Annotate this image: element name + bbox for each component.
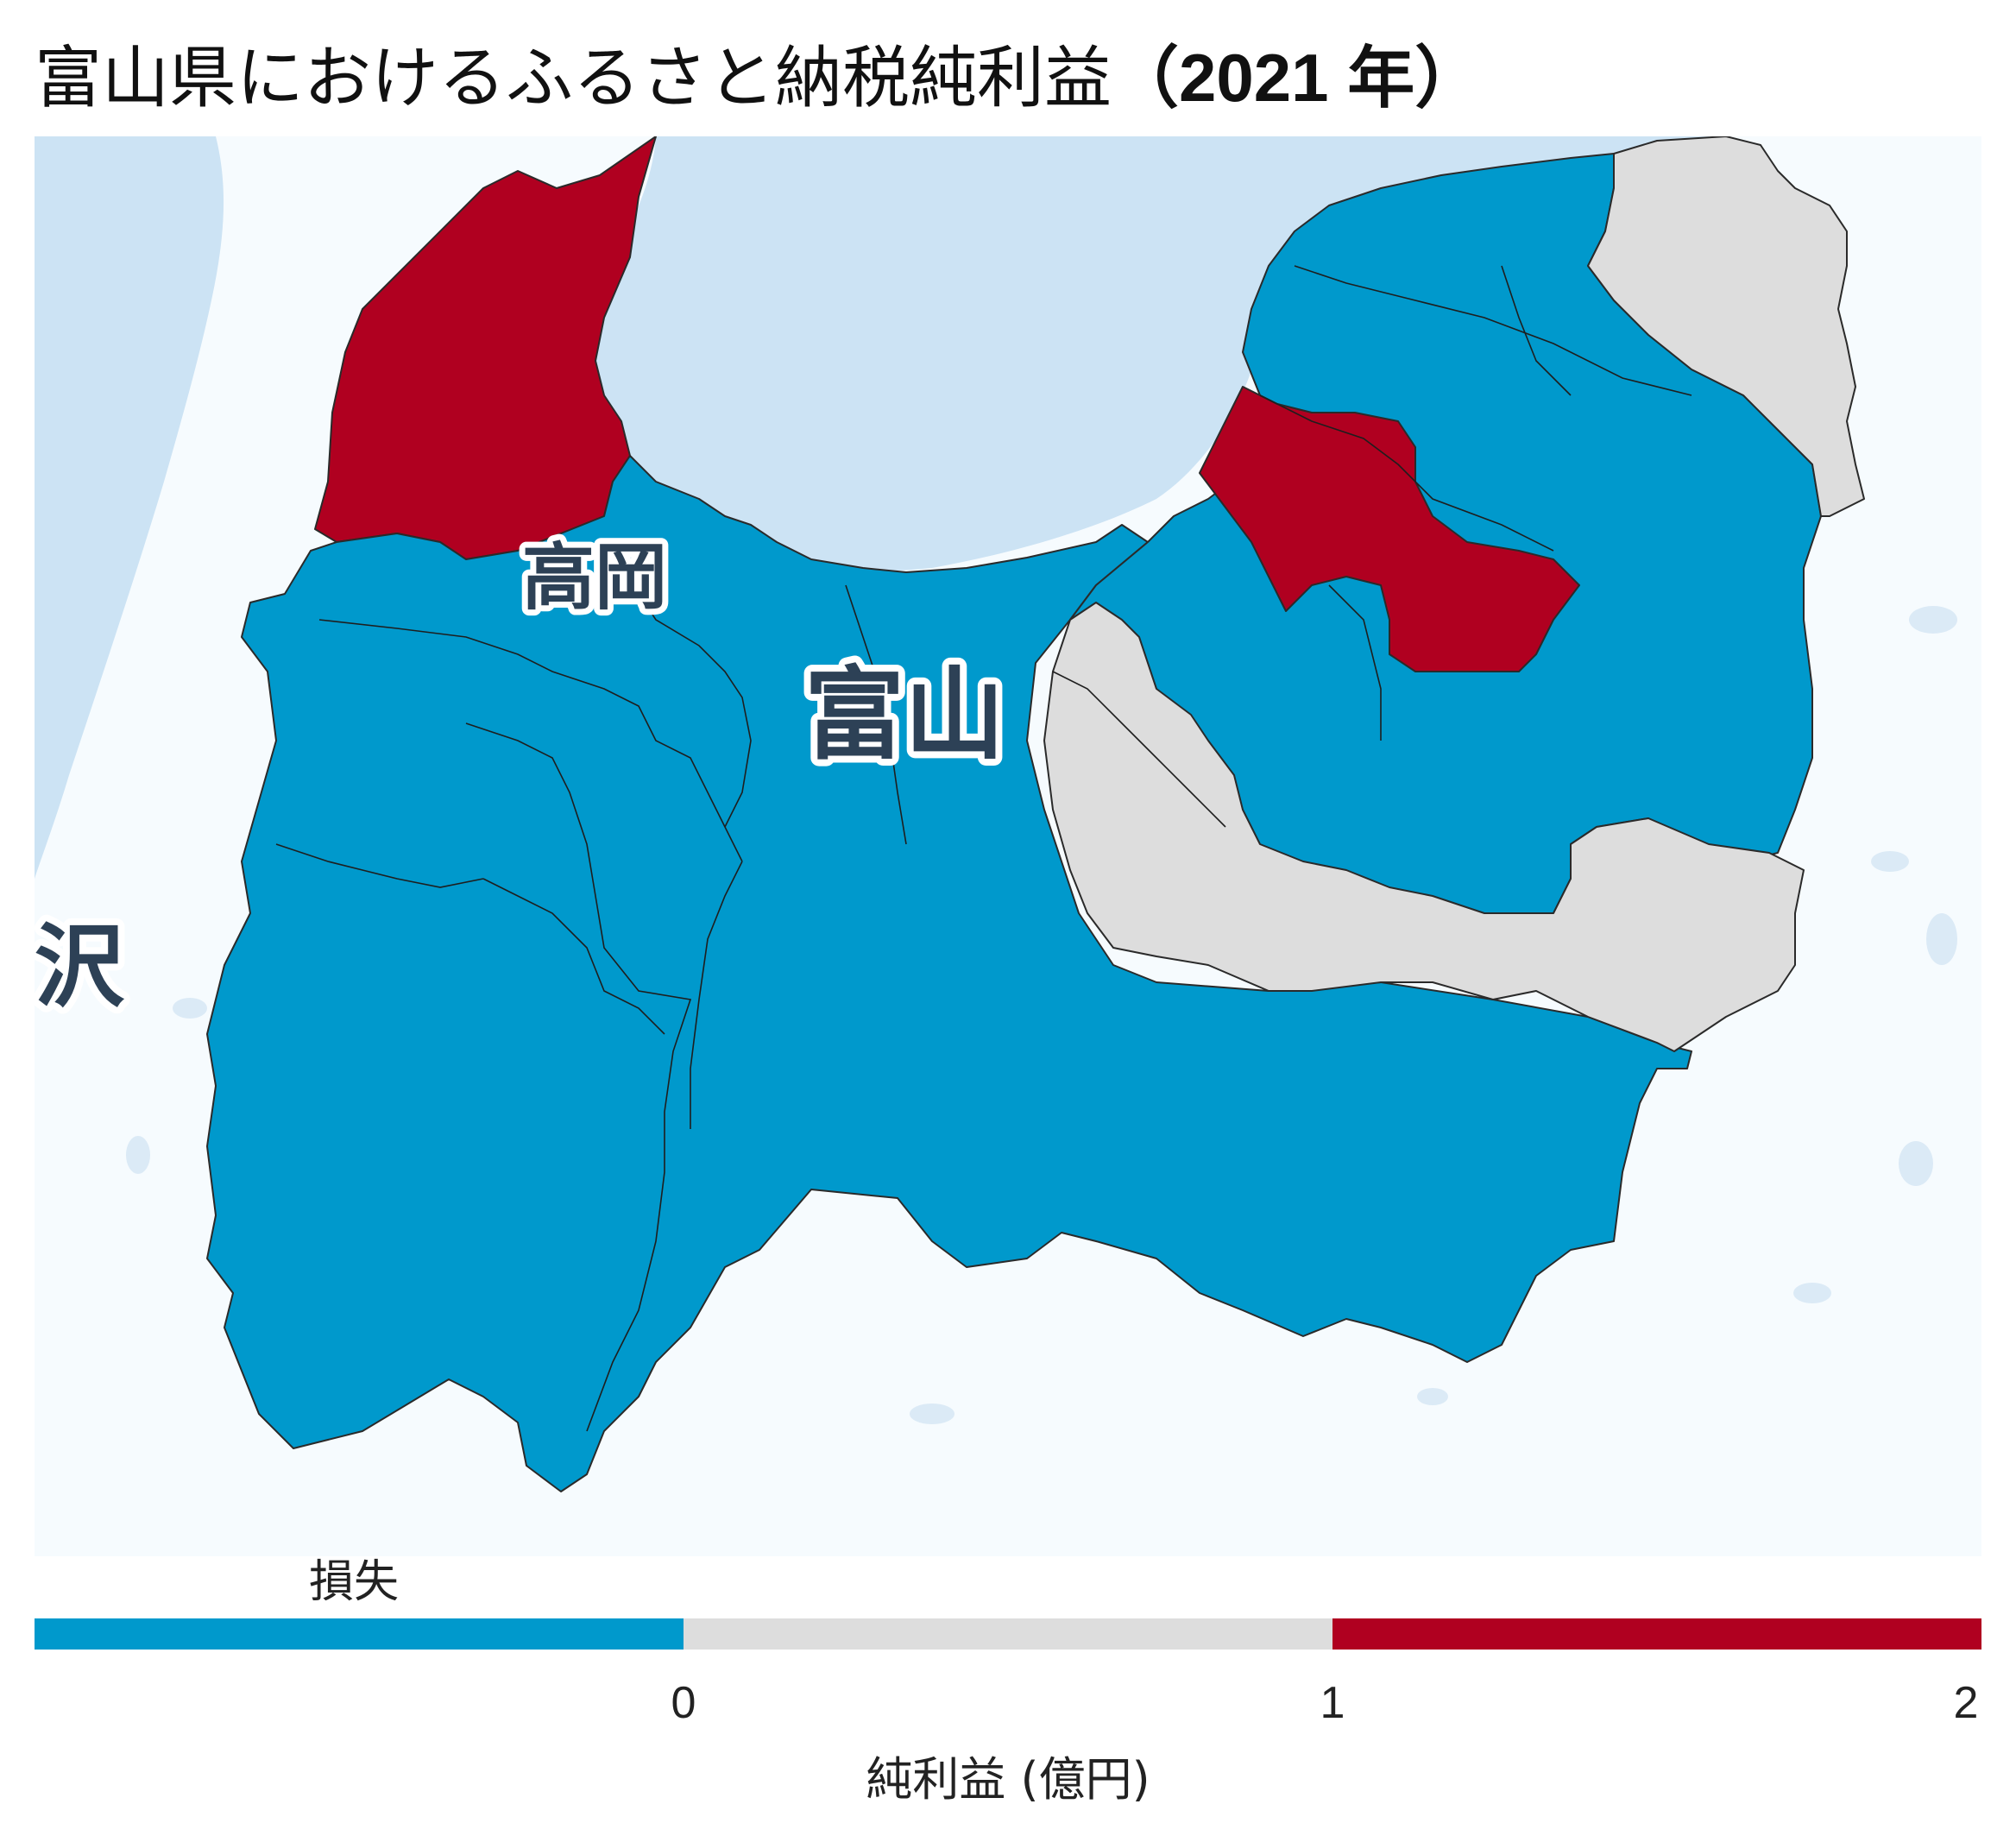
region-west-central[interactable] <box>206 455 1692 1492</box>
legend-tick-0: 0 <box>671 1678 696 1728</box>
legend-axis-title: 純利益 (億円) <box>866 1752 1150 1807</box>
legend-tick-2: 2 <box>1954 1678 1979 1728</box>
title-main: 富山県におけるふるさと納税純利益 <box>35 40 1112 117</box>
label-kanazawa-partial: 沢 <box>35 914 125 1019</box>
region-uozu[interactable] <box>1199 386 1580 672</box>
choropleth-map: 高岡 富山 沢 <box>35 136 1981 1556</box>
map-title: 富山県におけるふるさと納税純利益（2021 年） <box>35 24 1482 121</box>
lakes <box>126 606 1957 1424</box>
regions <box>206 136 1865 1492</box>
municipal-borders <box>275 265 1692 1432</box>
legend-bin-high <box>1332 1618 1981 1650</box>
legend-tick-1: 1 <box>1320 1678 1345 1728</box>
label-takaoka: 高岡 <box>522 535 667 620</box>
region-tateyama[interactable] <box>1043 602 1805 1052</box>
region-asahi[interactable] <box>1587 136 1865 517</box>
sea-left <box>35 136 224 879</box>
legend-bin-loss <box>35 1618 684 1650</box>
toyama-bay <box>588 136 1709 571</box>
legend: 損失 0 1 2 純利益 (億円) <box>35 1556 1981 1807</box>
title-year: （2021 年） <box>1112 40 1483 116</box>
legend-loss-label: 損失 <box>309 1556 399 1608</box>
label-toyama: 富山 <box>804 657 1005 773</box>
legend-bin-low <box>684 1618 1332 1650</box>
